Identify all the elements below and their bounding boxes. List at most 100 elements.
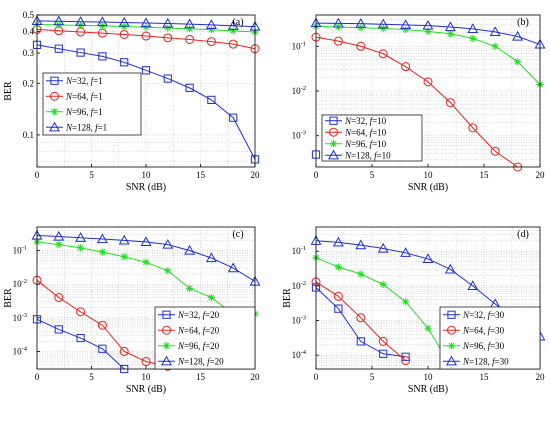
legend-marker <box>447 310 456 319</box>
data-point <box>207 26 215 34</box>
data-point <box>96 233 108 244</box>
legend-marker <box>49 121 60 132</box>
x-tick-label: 10 <box>142 170 152 180</box>
legend-entry-label: N=128, f=1 <box>65 122 107 132</box>
legend-entry-label: N=64, f=1 <box>65 91 103 101</box>
data-point <box>379 24 387 33</box>
legend-entry-label: N=96, f=20 <box>177 341 220 351</box>
legend: N=32, f=10N=64, f=10 N=96, f=10N=128, f=1… <box>321 114 423 162</box>
data-point <box>446 30 454 38</box>
data-point <box>186 284 194 292</box>
data-point <box>75 232 87 242</box>
panel-tag: (d) <box>517 229 529 240</box>
data-point <box>118 234 130 245</box>
data-point <box>141 31 151 41</box>
x-tick-label: 0 <box>35 372 40 382</box>
series-line-2 <box>315 36 518 168</box>
x-tick-label: 5 <box>89 372 94 382</box>
x-tick-label: 15 <box>480 170 490 180</box>
y-tick-label: 10-3 <box>13 312 27 323</box>
data-point <box>55 240 63 249</box>
data-point <box>468 123 478 133</box>
data-point <box>333 291 343 301</box>
data-point <box>140 17 152 28</box>
legend-entry-label: N=64, f=10 <box>344 127 387 137</box>
data-point <box>98 344 107 353</box>
y-tick-label: 10-3 <box>292 315 306 326</box>
data-point <box>227 262 239 273</box>
legend-entry-label: N=64, f=20 <box>177 325 220 335</box>
legend-entry-label: N=96, f=10 <box>344 139 387 149</box>
data-point <box>184 244 196 255</box>
data-point <box>356 41 366 51</box>
data-point <box>163 33 173 43</box>
legend-entry-label: N=64, f=30 <box>462 325 505 335</box>
series-line-4 <box>36 20 256 28</box>
y-tick-label: 10-1 <box>13 245 27 256</box>
series-group <box>310 17 546 172</box>
data-point <box>164 267 172 275</box>
y-tick-label: 10-4 <box>292 349 307 360</box>
data-point <box>185 34 195 44</box>
legend-marker <box>447 342 456 350</box>
x-tick-label: 10 <box>142 372 152 382</box>
data-point <box>444 263 456 274</box>
legend-entry-label: N=32, f=1 <box>65 76 103 86</box>
data-point <box>54 325 63 334</box>
data-point <box>76 48 85 57</box>
data-point <box>53 15 65 26</box>
data-point <box>54 44 63 53</box>
x-tick-label: 15 <box>196 372 206 382</box>
x-tick-label: 0 <box>314 170 319 180</box>
legend-marker <box>446 355 457 366</box>
panel-tag: (c) <box>232 229 243 240</box>
chart-panel-2: 0 5 10 15 20 10-3 10-2 10-1 SNR (dB) (b) N=32, f=1… <box>292 14 546 193</box>
legend-marker <box>328 149 339 160</box>
data-point <box>120 58 129 67</box>
data-point <box>164 24 172 32</box>
y-tick-label: 0.1 <box>23 130 34 140</box>
data-point <box>424 324 432 332</box>
y-tick-label: 10-2 <box>13 278 27 289</box>
data-point <box>423 77 433 87</box>
y-axis-label: BER <box>3 288 14 308</box>
legend-marker <box>329 140 338 148</box>
data-point <box>422 19 434 30</box>
legend-box <box>42 72 142 136</box>
data-point <box>467 23 479 33</box>
series-line-1 <box>36 318 125 370</box>
data-point <box>162 238 174 249</box>
data-point <box>141 357 151 367</box>
data-point <box>119 346 129 356</box>
y-tick-label: 0.5 <box>23 10 35 20</box>
data-point <box>98 52 107 61</box>
data-point <box>227 20 239 30</box>
data-point <box>490 146 500 156</box>
y-axis-label: BER <box>3 81 14 101</box>
series-line-2 <box>36 279 168 367</box>
series-line-4 <box>36 234 256 282</box>
data-point <box>163 74 172 83</box>
panel-tag: (b) <box>517 17 529 28</box>
data-point <box>141 66 151 75</box>
data-point <box>333 36 343 46</box>
data-point <box>377 242 389 253</box>
x-axis-label: SNR (dB) <box>408 182 448 193</box>
legend-marker <box>161 355 172 366</box>
x-tick-label: 10 <box>424 372 434 382</box>
legend-box <box>439 306 541 370</box>
legend-marker <box>162 325 171 335</box>
y-tick-label: 10-4 <box>13 345 28 356</box>
data-point <box>97 320 107 330</box>
data-point <box>378 49 388 59</box>
legend-marker <box>162 342 171 350</box>
data-point <box>205 252 217 263</box>
data-point <box>400 247 412 257</box>
y-axis-label: BER <box>282 288 293 308</box>
legend-marker <box>162 310 171 319</box>
y-tick-label: 10-1 <box>292 245 306 256</box>
data-point <box>96 16 108 27</box>
data-point <box>229 113 238 122</box>
data-point <box>332 17 344 28</box>
data-point <box>469 34 477 42</box>
